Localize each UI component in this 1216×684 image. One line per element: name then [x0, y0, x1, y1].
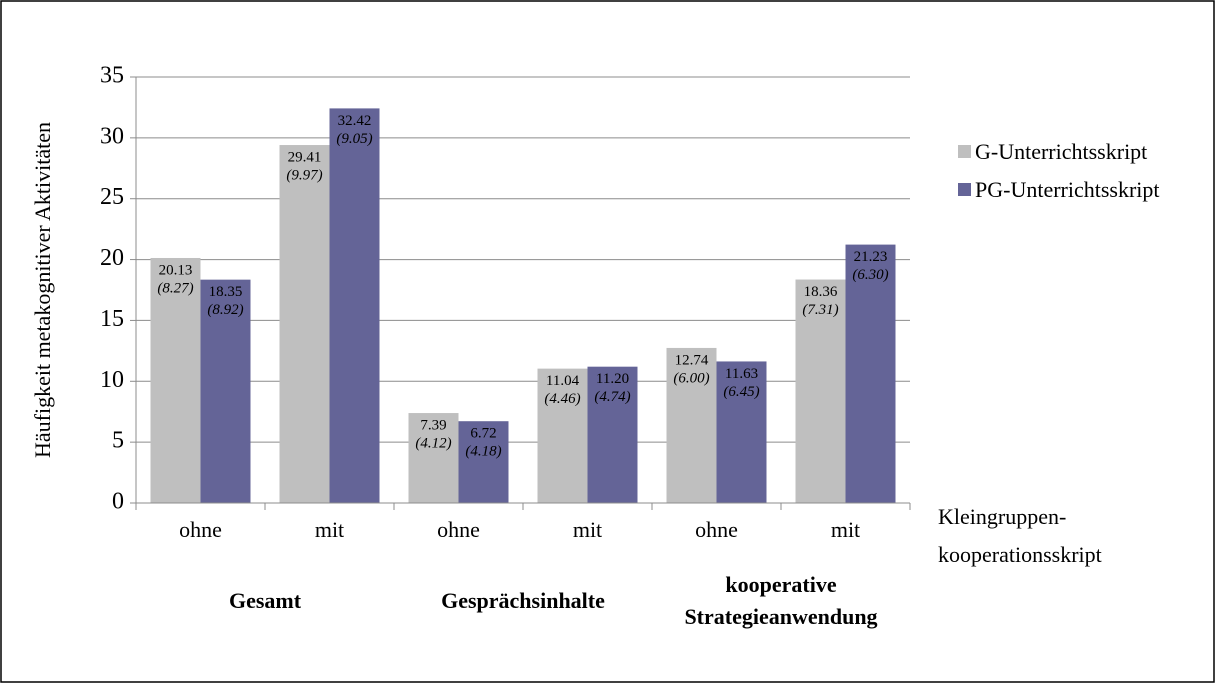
y-tick-label: 25 [100, 184, 124, 210]
x-tick-label: mit [315, 517, 344, 542]
sd-label: (9.05) [336, 131, 372, 147]
value-label: 18.36 [804, 284, 838, 300]
value-label: 11.20 [596, 371, 629, 387]
legend-item: G-Unterrichtsskript [958, 133, 1198, 171]
bar [408, 413, 459, 503]
x-tick-label: ohne [179, 517, 222, 542]
x-tick-label: ohne [695, 517, 738, 542]
legend-swatch [958, 145, 971, 158]
sd-label: (8.92) [207, 302, 243, 318]
y-tick-label: 0 [112, 489, 124, 515]
value-label: 32.42 [338, 113, 372, 129]
group-label: Gesprächsinhalte [363, 585, 683, 617]
legend-text: PG-Unterrichtsskript [975, 177, 1160, 202]
value-label: 29.41 [288, 149, 322, 165]
value-label: 11.04 [546, 373, 580, 389]
bar [329, 108, 380, 503]
sd-label: (4.46) [544, 391, 580, 407]
bar [200, 279, 251, 503]
y-tick-label: 5 [112, 428, 124, 454]
y-tick-label: 15 [100, 306, 124, 332]
y-tick-label: 20 [100, 245, 124, 271]
value-label: 18.35 [209, 284, 243, 300]
y-tick-label: 30 [100, 123, 124, 149]
bar [537, 368, 588, 503]
y-axis-title: Häufigkeit metakognitiver Aktivitäten [30, 122, 55, 458]
value-label: 6.72 [470, 426, 496, 442]
bar [795, 279, 846, 503]
x-tick-label: mit [831, 517, 860, 542]
x-tick-label: ohne [437, 517, 480, 542]
legend: G-Unterrichtsskript PG-Unterrichtsskript [958, 133, 1198, 209]
legend-swatch [958, 183, 971, 196]
x-axis-title: Kleingruppen-kooperationsskript [938, 504, 1102, 567]
x-tick-label: mit [573, 517, 602, 542]
y-tick-label: 10 [100, 367, 124, 393]
sd-label: (4.18) [465, 444, 501, 460]
y-tick-label: 35 [100, 63, 124, 89]
bar [587, 366, 638, 503]
sd-label: (6.30) [852, 267, 888, 283]
bar [716, 361, 767, 503]
sd-label: (6.00) [673, 370, 709, 386]
bar [150, 257, 201, 503]
value-label: 11.63 [725, 366, 758, 382]
group-label-line: kooperative [725, 572, 837, 597]
group-label: Gesamt [105, 585, 425, 617]
group-label: kooperative Strategieanwendung [621, 569, 941, 633]
group-label-line: Gesprächsinhalte [441, 588, 605, 613]
bar [666, 347, 717, 503]
sd-label: (7.31) [802, 302, 838, 318]
sd-label: (4.12) [415, 435, 451, 451]
legend-text: G-Unterrichtsskript [975, 139, 1148, 164]
bar [279, 145, 330, 504]
group-label-line: Strategieanwendung [684, 604, 878, 629]
value-label: 7.39 [420, 417, 446, 433]
sd-label: (8.27) [157, 280, 193, 296]
bar [458, 421, 509, 503]
value-label: 20.13 [159, 262, 193, 278]
sd-label: (9.97) [286, 167, 322, 183]
bar [845, 244, 896, 503]
group-label-line: Gesamt [228, 588, 302, 613]
value-label: 12.74 [675, 352, 709, 368]
sd-label: (6.45) [723, 384, 759, 400]
sd-label: (4.74) [594, 389, 630, 405]
legend-item: PG-Unterrichtsskript [958, 171, 1198, 209]
value-label: 21.23 [854, 249, 888, 265]
